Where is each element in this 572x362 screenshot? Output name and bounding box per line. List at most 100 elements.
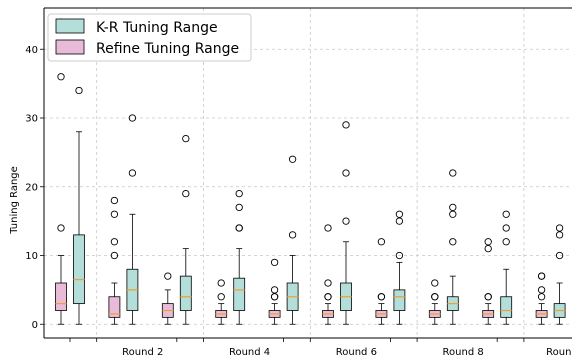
outlier-point bbox=[395, 217, 404, 225]
y-tick-label: 10 bbox=[25, 251, 38, 262]
x-tick-label: Round 10 bbox=[546, 347, 572, 358]
x-tick-label: Round 2 bbox=[122, 347, 163, 358]
y-tick-label: 40 bbox=[25, 45, 38, 56]
box-group bbox=[535, 272, 548, 325]
box-group bbox=[55, 18, 67, 325]
y-tick-label: 30 bbox=[25, 114, 38, 125]
outlier-point bbox=[110, 210, 119, 218]
outlier-point bbox=[342, 169, 350, 177]
outlier-point bbox=[449, 238, 457, 246]
box-group bbox=[375, 238, 388, 325]
outlier-point bbox=[537, 286, 546, 294]
box-group bbox=[233, 189, 246, 325]
outlier-point bbox=[110, 196, 119, 205]
outlier-point bbox=[288, 155, 297, 163]
box-layer bbox=[55, 18, 566, 325]
outlier-point bbox=[431, 293, 439, 301]
outlier-point bbox=[555, 231, 564, 239]
outlier-point bbox=[502, 224, 510, 232]
outlier-point bbox=[377, 293, 386, 301]
box-group bbox=[161, 272, 174, 325]
outlier-point bbox=[502, 210, 510, 218]
box-rect bbox=[55, 282, 67, 311]
box-rect bbox=[393, 289, 406, 311]
box-group bbox=[179, 134, 192, 325]
outlier-point bbox=[235, 224, 243, 232]
outlier-point bbox=[270, 258, 279, 267]
box-group bbox=[268, 258, 281, 325]
y-tick-label: 20 bbox=[25, 182, 38, 193]
outlier-point bbox=[288, 231, 297, 239]
outlier-point bbox=[431, 279, 439, 287]
outlier-point bbox=[182, 134, 190, 143]
grid-layer bbox=[44, 8, 572, 338]
box-group bbox=[126, 114, 139, 325]
outlier-point bbox=[342, 121, 350, 129]
outlier-point bbox=[128, 114, 137, 122]
legend-frame bbox=[47, 13, 252, 62]
outlier-point bbox=[342, 217, 350, 225]
outlier-point bbox=[555, 251, 564, 260]
y-tick-label: 0 bbox=[32, 320, 38, 331]
outlier-point bbox=[537, 272, 546, 280]
box-group bbox=[393, 210, 406, 325]
box-rect bbox=[233, 277, 246, 311]
outlier-point bbox=[502, 238, 510, 246]
axis-layer: Tuning Range 0 10 20 30 40 Round 2 Round 4 Roun… bbox=[9, 7, 572, 358]
box-rect bbox=[179, 275, 192, 311]
box-group bbox=[553, 224, 566, 325]
box-group bbox=[446, 169, 459, 325]
outlier-point bbox=[449, 203, 457, 212]
box-group bbox=[340, 121, 352, 325]
outlier-point bbox=[324, 279, 332, 287]
outlier-point bbox=[324, 224, 332, 232]
outlier-point bbox=[484, 293, 492, 301]
outlier-point bbox=[270, 286, 279, 294]
box-group bbox=[108, 196, 121, 325]
outlier-point bbox=[57, 73, 65, 81]
x-tick-label: Round 8 bbox=[443, 347, 484, 358]
outlier-point bbox=[110, 251, 119, 260]
outlier-point bbox=[395, 210, 404, 218]
outlier-point bbox=[449, 210, 457, 218]
outlier-point bbox=[395, 251, 404, 260]
box-group bbox=[322, 224, 334, 325]
outlier-point bbox=[75, 86, 83, 95]
box-group bbox=[286, 155, 299, 325]
box-rect bbox=[73, 234, 85, 305]
outlier-point bbox=[484, 244, 492, 253]
y-axis-label: Tuning Range bbox=[9, 166, 20, 235]
outlier-point bbox=[57, 224, 65, 232]
box-group bbox=[73, 86, 85, 325]
box-group bbox=[428, 279, 441, 325]
legend-label-refine: Refine Tuning Range bbox=[96, 41, 239, 57]
outlier-point bbox=[217, 293, 225, 301]
box-group bbox=[482, 238, 495, 325]
outlier-point bbox=[270, 293, 279, 301]
outlier-point bbox=[377, 238, 386, 246]
outlier-point bbox=[537, 293, 546, 301]
outlier-point bbox=[235, 189, 243, 198]
box-group bbox=[215, 279, 228, 325]
outlier-point bbox=[449, 169, 457, 177]
outlier-point bbox=[182, 189, 190, 198]
outlier-point bbox=[217, 279, 225, 287]
outlier-point bbox=[164, 272, 172, 280]
box-rect bbox=[500, 296, 513, 318]
x-tick-label: Round 4 bbox=[229, 347, 270, 358]
x-tick-label: Round 6 bbox=[336, 347, 377, 358]
outlier-point bbox=[110, 238, 119, 246]
legend-swatch-kr bbox=[55, 18, 85, 34]
legend-label-kr: K-R Tuning Range bbox=[96, 20, 218, 36]
legend-swatch-refine bbox=[55, 39, 85, 55]
outlier-point bbox=[555, 224, 564, 232]
legend: K-R Tuning Range Refine Tuning Range bbox=[47, 13, 252, 62]
box-rect bbox=[108, 296, 121, 318]
outlier-point bbox=[128, 169, 137, 177]
outlier-point bbox=[324, 293, 332, 301]
box-group bbox=[500, 210, 513, 325]
outlier-point bbox=[484, 238, 492, 246]
outlier-point bbox=[235, 203, 243, 212]
